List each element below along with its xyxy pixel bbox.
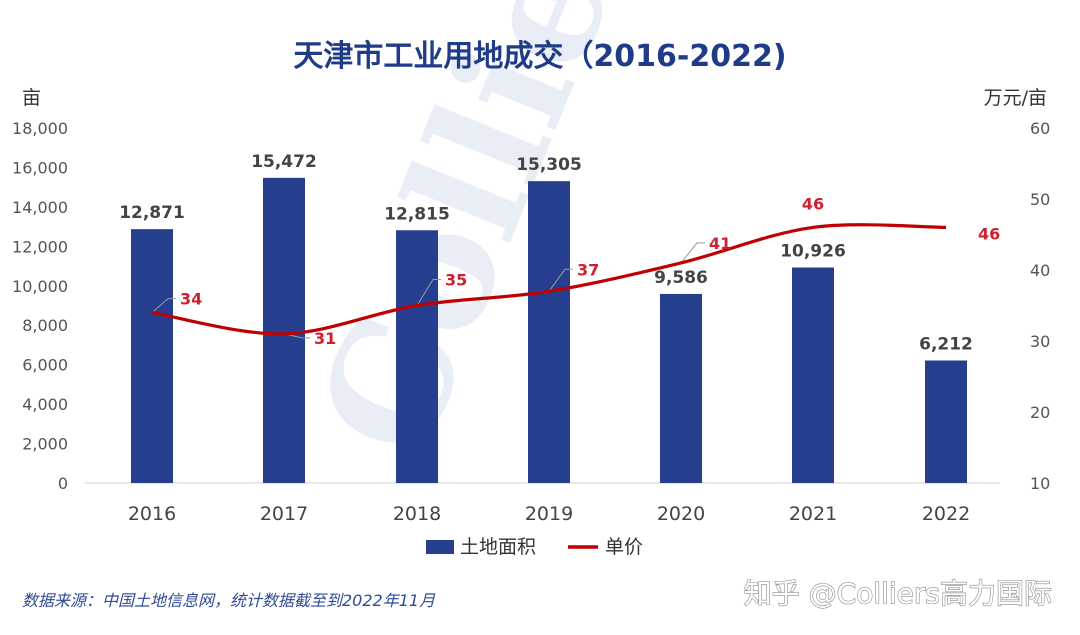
bar-2018 — [396, 230, 438, 483]
bar-label-2021: 10,926 — [780, 242, 846, 262]
price-label-2021: 46 — [802, 194, 824, 213]
bar-2021 — [792, 267, 834, 483]
right-tick-label: 30 — [1030, 332, 1050, 351]
legend-label-price: 单价 — [605, 536, 643, 558]
x-tick-2017: 2017 — [260, 503, 308, 525]
bar-2022 — [925, 360, 967, 483]
x-tick-2018: 2018 — [393, 503, 441, 525]
bar-label-2020: 9,586 — [654, 268, 708, 288]
line-series — [151, 223, 947, 336]
right-tick-label: 40 — [1030, 261, 1050, 280]
left-tick-label: 18,000 — [12, 119, 68, 138]
right-tick-label: 60 — [1030, 119, 1050, 138]
price-label-2016: 34 — [180, 290, 202, 309]
chart-title: 天津市工业用地成交（2016-2022) — [293, 39, 786, 74]
leader-2016 — [151, 298, 176, 313]
left-tick-label: 14,000 — [12, 198, 68, 217]
legend-label-area: 土地面积 — [460, 536, 536, 558]
right-tick-label: 50 — [1030, 190, 1050, 209]
price-label-2022: 46 — [978, 224, 1000, 243]
x-tick-2022: 2022 — [922, 503, 970, 525]
source-note: 数据来源：中国土地信息网，统计数据截至到2022年11月 — [22, 591, 436, 610]
bar-2019 — [528, 181, 570, 484]
bar-label-2022: 6,212 — [919, 334, 973, 354]
price-label-2020: 41 — [709, 234, 731, 253]
price-data-labels: 34 31 35 37 41 46 46 — [180, 194, 1000, 348]
right-axis-ticks: 10 20 30 40 50 60 — [1030, 119, 1050, 493]
legend: 土地面积 单价 — [426, 536, 643, 558]
x-tick-2016: 2016 — [128, 503, 176, 525]
x-axis-ticks: 2016 2017 2018 2019 2020 2021 2022 — [128, 503, 970, 525]
right-axis-unit: 万元/亩 — [984, 87, 1047, 109]
bar-label-2018: 12,815 — [384, 204, 450, 224]
left-tick-label: 6,000 — [22, 356, 68, 375]
bar-label-2017: 15,472 — [251, 152, 317, 172]
bar-label-2019: 15,305 — [516, 155, 582, 175]
leader-2020 — [680, 242, 705, 264]
bar-2017 — [263, 177, 305, 483]
bar-series — [131, 177, 967, 484]
left-tick-label: 10,000 — [12, 277, 68, 296]
price-label-2018: 35 — [445, 271, 467, 290]
price-label-2019: 37 — [577, 260, 599, 279]
x-tick-2020: 2020 — [657, 503, 705, 525]
bar-2020 — [660, 293, 702, 483]
x-tick-2021: 2021 — [789, 503, 837, 525]
left-axis-unit: 亩 — [22, 87, 41, 109]
left-tick-label: 12,000 — [12, 237, 68, 256]
left-tick-label: 0 — [58, 474, 68, 493]
zhihu-credit: 知乎 @Colliers高力国际 — [744, 577, 1052, 610]
price-line — [151, 223, 947, 336]
left-tick-label: 8,000 — [22, 316, 68, 335]
bar-label-2016: 12,871 — [119, 203, 185, 223]
price-leader-lines — [151, 242, 705, 339]
price-label-2017: 31 — [314, 329, 336, 348]
bar-2016 — [131, 229, 173, 483]
left-tick-label: 2,000 — [22, 435, 68, 454]
x-tick-2019: 2019 — [525, 503, 573, 525]
right-tick-label: 20 — [1030, 403, 1050, 422]
leader-2017 — [283, 333, 310, 339]
right-tick-label: 10 — [1030, 474, 1050, 493]
leader-2019 — [548, 268, 573, 292]
bar-data-labels: 12,871 15,472 12,815 15,305 9,586 10,926 6,212 — [119, 152, 973, 355]
left-tick-label: 4,000 — [22, 395, 68, 414]
legend-swatch-area — [426, 540, 454, 554]
left-tick-label: 16,000 — [12, 158, 68, 177]
left-axis-ticks: 0 2,000 4,000 6,000 8,000 10,000 12,000 14,000 1… — [12, 119, 68, 493]
leader-2018 — [416, 279, 441, 306]
